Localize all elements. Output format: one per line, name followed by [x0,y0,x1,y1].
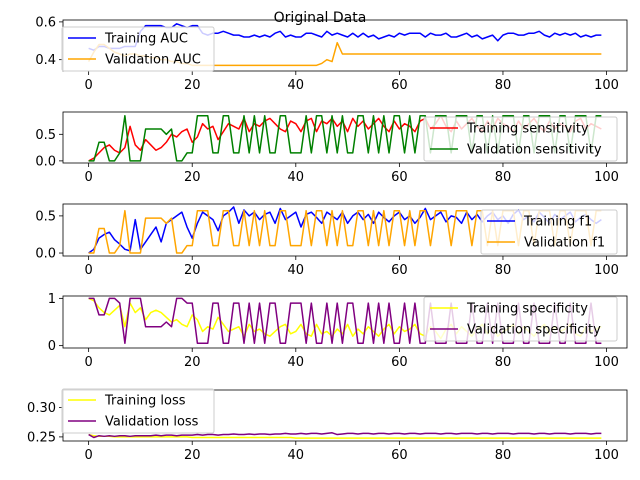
legend-label: Validation sensitivity [467,143,602,158]
x-tick-label: 20 [184,448,201,463]
x-tick-label: 60 [391,448,408,463]
x-tick-label: 0 [84,263,92,278]
axes-frame-sensitivity [62,111,628,164]
legend-loss: Training loss Validation loss [61,388,215,434]
x-tick-label: 60 [391,355,408,370]
legend-label: Training AUC [104,32,188,47]
axes-frame-specificity [62,295,628,349]
subplot-loss: 0 20 40 60 80 100 0.25 0.30 Training loss Validat… [27,388,628,463]
x-tick-label: 0 [84,170,92,185]
legend-label: Validation f1 [524,236,605,251]
x-tick-label: 40 [288,448,305,463]
y-tick-label: 0.5 [35,128,56,143]
y-tick-label: 0.4 [35,53,56,68]
x-tick-label: 0 [84,448,92,463]
x-tick-label: 100 [594,170,619,185]
legend-label: Training f1 [523,215,592,230]
x-tick-label: 60 [391,170,408,185]
x-tick-label: 60 [391,78,408,93]
subplot-f1: 0 20 40 60 80 100 0.0 0.5 Training f1 Validation … [35,203,628,278]
axes-frame-f1 [62,203,628,257]
x-tick-label: 60 [391,263,408,278]
legend-label: Validation loss [105,415,199,430]
x-tick-label: 80 [495,78,512,93]
legend-box [61,388,215,434]
x-tick-label: 40 [288,78,305,93]
x-tick-label: 40 [288,170,305,185]
y-tick-label: 0.0 [35,154,56,169]
x-tick-label: 20 [184,78,201,93]
legend-box [423,116,618,162]
legend-box [61,26,215,72]
x-tick-label: 0 [84,355,92,370]
series-line-auc-0 [88,23,602,51]
y-tick-label: 0.25 [27,430,56,445]
x-tick-label: 100 [594,448,619,463]
legend-label: Training specificity [466,302,588,317]
x-tick-label: 100 [594,263,619,278]
legend-box [423,296,618,342]
subplot-sensitivity: 0 20 40 60 80 100 0.0 0.5 Training sensitivity Va… [35,111,628,185]
x-tick-label: 20 [184,355,201,370]
y-tick-label: 0 [48,339,56,354]
x-tick-label: 20 [184,263,201,278]
x-tick-label: 40 [288,355,305,370]
y-tick-label: 0.30 [27,401,56,416]
subplot-auc: 0 20 40 60 80 100 0.4 0.6 Training AUC Validation… [35,15,628,93]
y-tick-label: 0.6 [35,15,56,30]
x-tick-label: 100 [594,355,619,370]
y-tick-label: 0.0 [35,247,56,262]
x-tick-label: 80 [495,263,512,278]
series-line-loss-1 [88,432,602,439]
legend-label: Training sensitivity [466,122,589,137]
y-tick-label: 1 [48,292,56,307]
x-tick-label: 40 [288,263,305,278]
legend-specificity: Training specificity Validation specifici… [423,296,618,342]
series-line-loss-0 [88,433,602,439]
subplot-specificity: 0 20 40 60 80 100 0 1 Training specificity Valida… [48,292,628,370]
legend-label: Validation AUC [105,53,201,68]
x-tick-label: 80 [495,170,512,185]
legend-sensitivity: Training sensitivity Validation sensitivi… [423,116,618,162]
legend-label: Validation specificity [467,323,601,338]
x-tick-label: 20 [184,170,201,185]
x-tick-label: 100 [594,78,619,93]
x-tick-label: 80 [495,448,512,463]
legend-label: Training loss [104,394,186,409]
x-tick-label: 0 [84,78,92,93]
legend-f1: Training f1 Validation f1 [480,209,618,255]
legend-auc: Training AUC Validation AUC [61,26,215,72]
figure-title: Original Data [274,10,367,26]
x-tick-label: 80 [495,355,512,370]
y-tick-label: 0.5 [35,209,56,224]
